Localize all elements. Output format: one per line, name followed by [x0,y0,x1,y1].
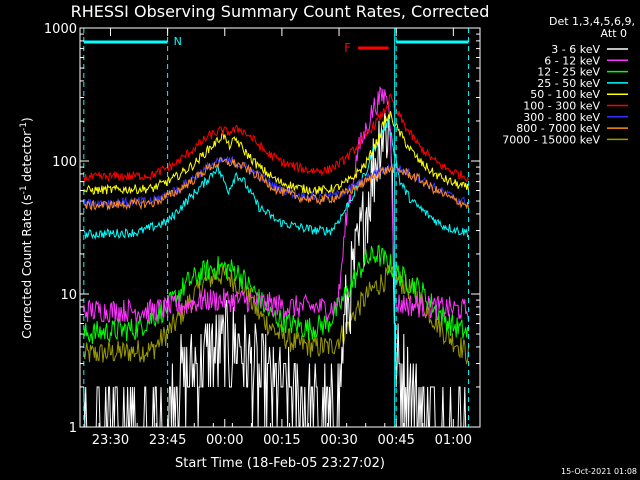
legend-label: 12 - 25 keV [537,66,600,79]
y-tick-label: 10 [60,288,77,303]
x-axis: 23:30 23:45 00:00 00:15 00:30 00:45 01:00 [92,28,481,448]
night-label: N [174,35,182,48]
x-tick-label: 01:00 [435,433,472,448]
flare-label: F [344,41,351,55]
y-tick-label: 1000 [44,22,77,37]
chart-title: RHESSI Observing Summary Count Rates, Co… [71,2,490,21]
legend-label: 3 - 6 keV [551,43,600,56]
x-axis-label: Start Time (18-Feb-05 23:27:02) [175,456,385,471]
y-label-end: ) [20,117,34,122]
x-tick-label: 00:30 [320,433,357,448]
y-tick-label: 1 [69,421,77,436]
y-label-main: Corrected Count Rate (s [20,194,34,338]
series-line-25-50-kev [83,116,469,240]
axes [79,27,481,428]
y-axis-label: Corrected Count Rate (s-1 detector-1) [19,117,34,338]
y-label-sup1: -1 [19,185,29,194]
x-tick-label: 00:00 [206,433,243,448]
legend-header-line-2: Att 0 [601,27,627,40]
plot-frame [79,27,481,428]
legend-label: 800 - 7000 keV [516,122,600,135]
x-tick-label: 23:30 [92,433,129,448]
x-tick-label: 23:45 [149,433,186,448]
series-line-800-7000-kev [83,157,470,211]
footer-date: 15-Oct-2021 01:08 [561,467,637,476]
y-tick-label: 100 [52,155,77,170]
series-line-6-12-kev [83,86,470,323]
legend-label: 6 - 12 keV [544,54,600,67]
legend-header-line-1: Det 1,3,4,5,6,9, [549,15,635,28]
legend-label: 50 - 100 keV [530,88,600,101]
y-axis: 1 10 100 1000 [44,22,480,436]
legend-label: 25 - 50 keV [537,77,600,90]
y-label-sup2: -1 [19,122,29,131]
legend-label: 7000 - 15000 keV [502,133,600,146]
x-tick-label: 00:45 [377,433,414,448]
y-label-mid: detector [20,131,34,186]
annotations: N F [83,28,470,427]
series-line-7000-15000-kev [83,264,470,366]
legend-label: 100 - 300 keV [523,100,600,113]
series-line-12-25-kev [83,244,470,345]
x-tick-label: 00:15 [263,433,300,448]
series-line-100-300-kev [83,93,470,183]
series-line-50-100-kev [83,111,470,195]
legend-label: 300 - 800 keV [523,111,600,124]
